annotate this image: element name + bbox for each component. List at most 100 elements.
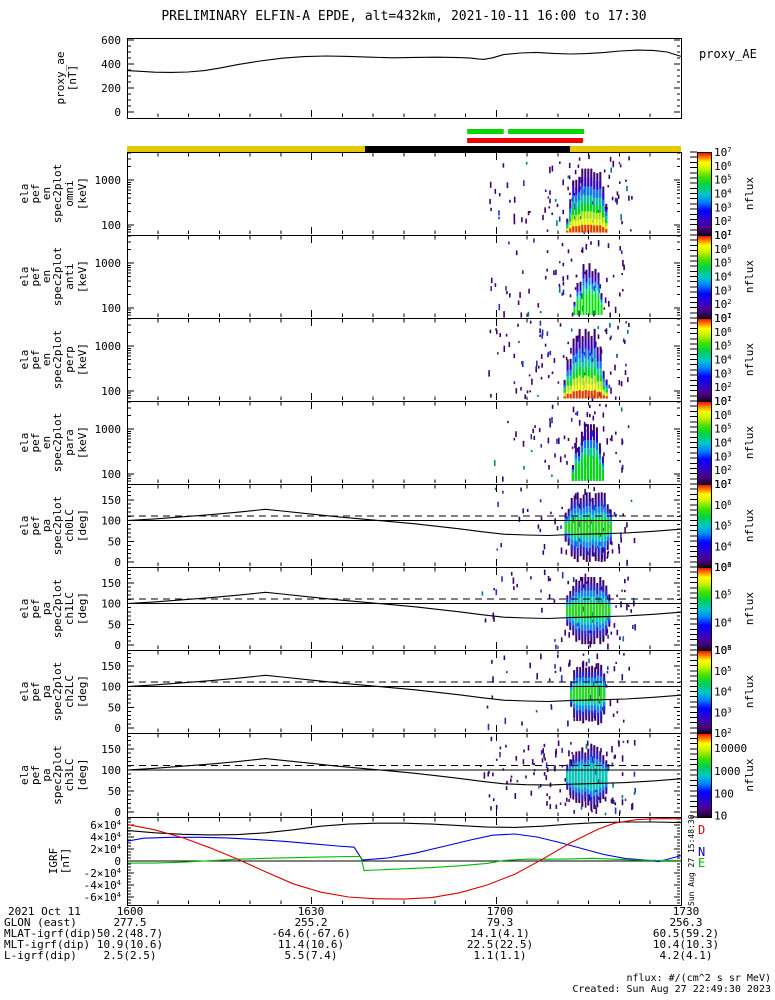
svg-text:perp: perp	[63, 346, 76, 373]
svg-text:102: 102	[714, 464, 731, 477]
status-bar-strip	[569, 146, 681, 152]
axis-value: 60.5(59.2)	[652, 927, 720, 940]
axis-value: 2.5(2.5)	[103, 949, 157, 962]
svg-text:103: 103	[714, 284, 731, 297]
svg-text:ela: ela	[18, 516, 31, 536]
svg-text:en: en	[40, 353, 53, 366]
svg-text:[deg]: [deg]	[76, 675, 89, 708]
svg-text:101: 101	[714, 312, 731, 325]
axis-value: 14.1(4.1)	[470, 927, 530, 940]
svg-text:[nT]: [nT]	[66, 65, 79, 92]
svg-text:106: 106	[714, 644, 731, 657]
svg-text:-2×104: -2×104	[84, 867, 121, 880]
svg-text:ch0LC: ch0LC	[63, 509, 76, 542]
svg-text:nflux: nflux	[743, 592, 756, 625]
svg-text:105: 105	[714, 174, 731, 187]
axis-value: 10.4(10.3)	[652, 938, 720, 951]
svg-text:nflux: nflux	[743, 675, 756, 708]
axis-value: 11.4(10.6)	[277, 938, 345, 951]
svg-text:ch2LC: ch2LC	[63, 675, 76, 708]
svg-text:150: 150	[101, 743, 121, 756]
svg-text:[deg]: [deg]	[76, 509, 89, 542]
axis-value: 4.2(4.1)	[659, 949, 713, 962]
svg-text:pef: pef	[29, 184, 42, 204]
time-tick-label: 1600	[116, 905, 144, 918]
flux-units-note: nflux: #/(cm^2 s sr MeV)	[626, 973, 772, 984]
svg-text:105: 105	[714, 423, 731, 436]
svg-text:100: 100	[101, 681, 121, 694]
svg-text:106: 106	[714, 326, 731, 339]
svg-text:omni: omni	[63, 180, 76, 207]
svg-text:400: 400	[101, 58, 121, 71]
svg-text:106: 106	[714, 561, 731, 574]
svg-text:106: 106	[714, 160, 731, 173]
svg-text:nflux: nflux	[743, 260, 756, 293]
svg-text:103: 103	[714, 367, 731, 380]
svg-text:IGRF: IGRF	[47, 848, 60, 875]
svg-text:1000: 1000	[95, 174, 122, 187]
svg-text:para: para	[63, 429, 76, 456]
svg-text:103: 103	[714, 450, 731, 463]
svg-text:ela: ela	[18, 267, 31, 287]
svg-text:4×104: 4×104	[90, 831, 121, 844]
svg-text:100: 100	[714, 787, 734, 800]
axis-value: 79.3	[486, 916, 514, 929]
igrf-legend-E: E	[698, 856, 705, 870]
svg-text:spec2plot: spec2plot	[51, 496, 64, 556]
svg-text:[nT]: [nT]	[59, 848, 72, 875]
svg-text:104: 104	[714, 271, 731, 284]
svg-text:pef: pef	[29, 682, 42, 702]
svg-text:100: 100	[101, 302, 121, 315]
svg-text:100: 100	[101, 468, 121, 481]
svg-text:1000: 1000	[95, 340, 122, 353]
svg-text:103: 103	[714, 201, 731, 214]
igrf-legend-D: D	[698, 823, 705, 837]
svg-text:en: en	[40, 436, 53, 449]
svg-text:pef: pef	[29, 267, 42, 287]
svg-text:105: 105	[714, 520, 731, 533]
svg-text:pef: pef	[29, 433, 42, 453]
svg-text:pef: pef	[29, 350, 42, 370]
svg-text:0: 0	[114, 556, 121, 569]
svg-text:2×104: 2×104	[90, 843, 121, 856]
svg-text:spec2plot: spec2plot	[51, 413, 64, 473]
status-bar-green	[467, 129, 504, 134]
svg-text:en: en	[40, 270, 53, 283]
svg-text:106: 106	[714, 243, 731, 256]
svg-text:150: 150	[101, 660, 121, 673]
svg-text:105: 105	[714, 257, 731, 270]
svg-text:106: 106	[714, 499, 731, 512]
status-bar-red	[467, 138, 583, 143]
svg-text:50: 50	[108, 535, 121, 548]
svg-text:pef: pef	[29, 765, 42, 785]
svg-text:102: 102	[714, 298, 731, 311]
axis-value: 255.2	[294, 916, 328, 929]
svg-text:105: 105	[714, 589, 731, 602]
svg-text:107: 107	[714, 229, 731, 242]
svg-text:proxy_ae: proxy_ae	[54, 52, 67, 105]
svg-text:[deg]: [deg]	[76, 592, 89, 625]
svg-text:150: 150	[101, 494, 121, 507]
axis-value: 22.5(22.5)	[466, 938, 534, 951]
axis-value: 50.2(48.7)	[96, 927, 164, 940]
svg-text:101: 101	[714, 229, 731, 242]
svg-text:ch1LC: ch1LC	[63, 592, 76, 625]
svg-text:104: 104	[714, 686, 731, 699]
svg-text:104: 104	[714, 616, 731, 629]
svg-text:spec2plot: spec2plot	[51, 579, 64, 639]
axis-value: 277.5	[113, 916, 147, 929]
svg-text:104: 104	[714, 188, 731, 201]
svg-text:10: 10	[714, 809, 727, 822]
svg-text:pa: pa	[40, 602, 53, 615]
svg-text:pef: pef	[29, 599, 42, 619]
created-timestamp: Created: Sun Aug 27 22:49:30 2023	[572, 984, 771, 995]
svg-text:103: 103	[714, 644, 731, 657]
svg-text:nflux: nflux	[743, 177, 756, 210]
svg-text:[keV]: [keV]	[76, 343, 89, 376]
